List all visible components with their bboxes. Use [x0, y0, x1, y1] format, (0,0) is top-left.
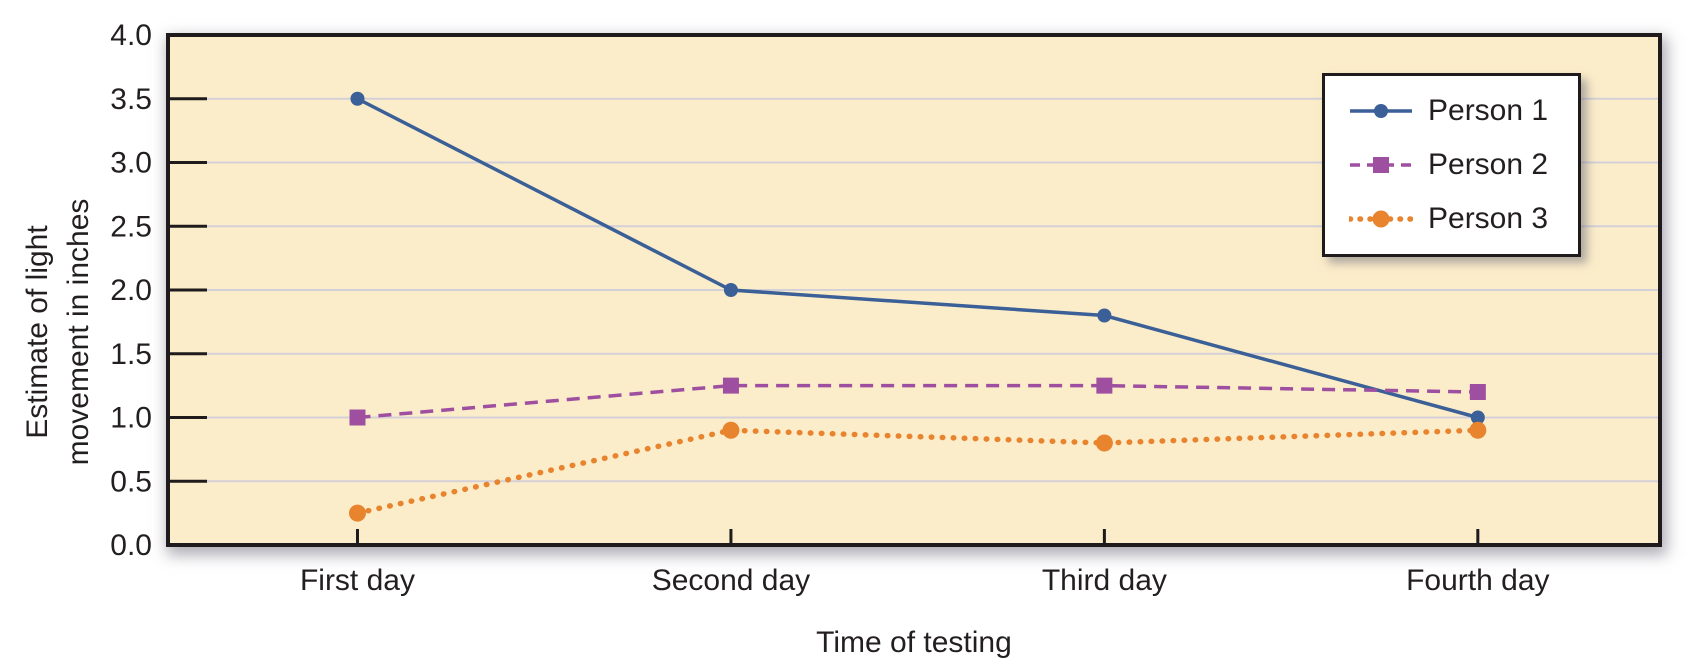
- y-tick-label: 2.5: [110, 210, 152, 243]
- series-line: [357, 383, 1478, 420]
- series-line: [354, 427, 1481, 516]
- legend-label: Person 3: [1428, 202, 1549, 235]
- x-tick-label: Second day: [652, 564, 810, 597]
- legend-swatch-dotted-circle-icon: [1349, 210, 1413, 228]
- x-axis-title: Time of testing: [816, 626, 1012, 659]
- y-tick-label: 2.0: [110, 274, 152, 307]
- data-point-square: [722, 377, 739, 394]
- x-tick-label: First day: [300, 564, 415, 597]
- legend-swatch-dashed-square-icon: [1350, 157, 1412, 173]
- data-point-circle: [348, 504, 366, 522]
- series-person-1: [350, 91, 1485, 425]
- y-tick-label: 3.5: [110, 83, 152, 116]
- data-point-circle: [1095, 434, 1113, 452]
- y-tick-label: 1.5: [110, 338, 152, 371]
- data-point-circle: [350, 91, 365, 106]
- data-point-circle: [1097, 308, 1112, 323]
- y-tick-label: 4.0: [110, 19, 152, 52]
- data-point-square: [1469, 384, 1486, 400]
- y-tick-label: 0.0: [110, 529, 152, 562]
- y-axis-title-line1: Estimate of light: [21, 225, 54, 439]
- y-axis-title-line2: movement in inches: [62, 198, 95, 466]
- y-tick-label: 3.0: [110, 147, 152, 180]
- x-tick-label: Third day: [1042, 564, 1167, 597]
- y-tick-label: 0.5: [110, 465, 152, 498]
- y-axis-title: Estimate of light movement in inches: [17, 199, 99, 466]
- legend-label: Person 2: [1428, 148, 1549, 181]
- data-point-circle: [723, 283, 738, 297]
- legend-swatch-solid-circle-icon: [1350, 104, 1412, 118]
- plot-border: [166, 33, 1662, 547]
- data-point-circle: [1469, 421, 1487, 439]
- legend-item-person-1: Person 1: [1349, 94, 1578, 128]
- series-person-3: [348, 421, 1487, 522]
- series-line: [356, 97, 1479, 420]
- legend-item-person-3: Person 3: [1349, 202, 1578, 236]
- legend-item-person-2: Person 2: [1349, 148, 1578, 182]
- data-point-square: [349, 409, 366, 426]
- data-point-circle: [722, 421, 740, 439]
- y-tick-label: 1.0: [110, 402, 152, 435]
- legend-label: Person 1: [1428, 94, 1549, 127]
- legend: Person 1 Person 2 Person 3: [1322, 73, 1581, 257]
- data-point-square: [1096, 377, 1113, 394]
- series-person-2: [349, 377, 1486, 426]
- x-tick-label: Fourth day: [1406, 564, 1549, 597]
- data-point-circle: [1470, 410, 1485, 425]
